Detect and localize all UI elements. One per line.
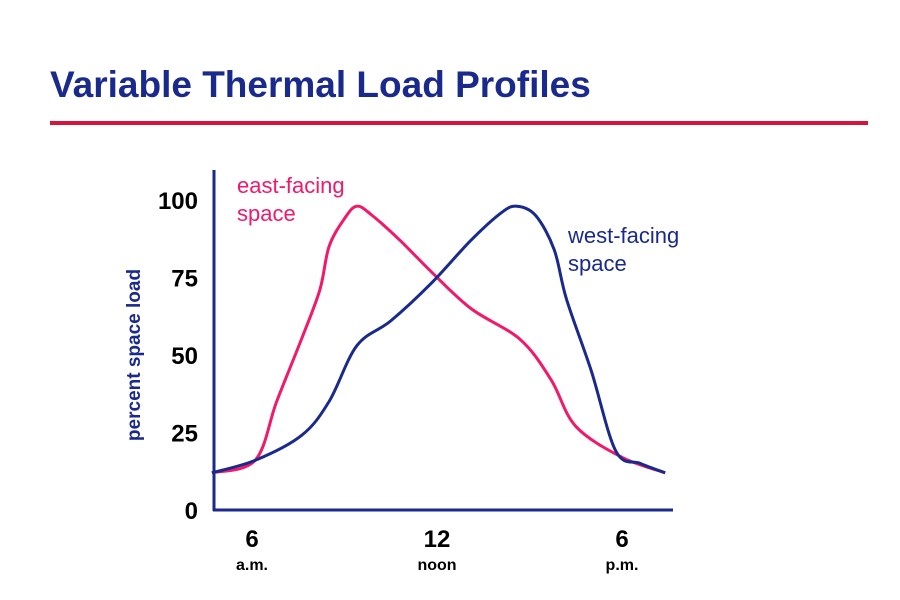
y-tick-label: 25 <box>171 421 198 448</box>
west-facing-label: west-facing <box>567 223 679 248</box>
y-tick-label: 50 <box>171 343 198 370</box>
east-facing-label: space <box>237 201 296 226</box>
y-axis-label: percent space load <box>124 269 145 441</box>
x-tick-label: 6 <box>615 526 628 553</box>
y-tick-label: 0 <box>185 498 198 525</box>
y-tick-label: 75 <box>171 266 198 293</box>
x-tick-label: 12 <box>424 526 451 553</box>
y-tick-label: 100 <box>158 188 198 215</box>
west-facing-label: space <box>568 251 627 276</box>
page-title: Variable Thermal Load Profiles <box>50 64 591 105</box>
east-facing-label: east-facing <box>237 173 345 198</box>
title-underline <box>50 121 868 125</box>
x-tick-label: 6 <box>245 526 258 553</box>
x-tick-sublabel: p.m. <box>606 557 639 574</box>
x-tick-sublabel: a.m. <box>236 557 268 574</box>
east-facing-line <box>211 204 666 475</box>
west-facing-line <box>211 204 666 475</box>
x-tick-sublabel: noon <box>417 557 456 574</box>
